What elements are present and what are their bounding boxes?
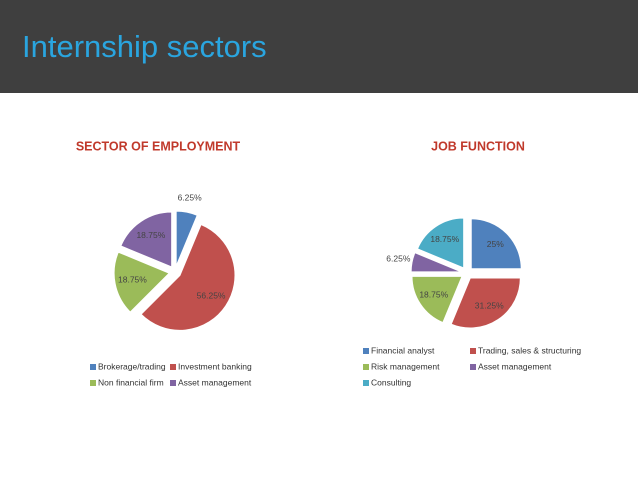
data-label: 18.75% [430,234,459,244]
legend-label: Asset management [478,361,552,371]
data-label: 18.75% [136,230,165,240]
legend-swatch [90,364,96,370]
data-label: 18.75% [118,275,147,285]
header-band [0,0,638,93]
data-label: 6.25% [386,254,411,264]
data-label: 56.25% [197,290,226,300]
chart-title: SECTOR OF EMPLOYMENT [76,139,241,153]
legend-label: Consulting [371,377,411,387]
pie-slice [450,277,521,329]
legend-label: Brokerage/trading [98,361,166,371]
legend-swatch [363,348,369,354]
pie-slice [470,218,522,270]
legend-label: Non financial firm [98,377,164,387]
pie-slice [175,210,198,267]
data-label: 25% [487,239,504,249]
pie-slice [140,223,236,331]
legend-label: Trading, sales & structuring [478,345,581,355]
pie-slice [120,211,173,268]
data-label: 31.25% [475,301,504,311]
legend-swatch [90,380,96,386]
legend-label: Asset management [178,377,252,387]
pie-slice [416,217,465,269]
pie-slice [410,252,462,273]
pie-slice [113,251,170,313]
legend-label: Risk management [371,361,440,371]
legend-swatch [470,348,476,354]
legend-swatch [170,380,176,386]
chart-title: JOB FUNCTION [431,139,525,153]
slide-title: Internship sectors [22,29,267,64]
data-label: 6.25% [178,193,203,203]
legend-label: Financial analyst [371,345,435,355]
data-label: 18.75% [419,289,448,299]
legend-swatch [363,380,369,386]
legend-label: Investment banking [178,361,252,371]
legend-swatch [470,364,476,370]
legend-swatch [170,364,176,370]
legend-swatch [363,364,369,370]
pie-slice [411,275,463,324]
